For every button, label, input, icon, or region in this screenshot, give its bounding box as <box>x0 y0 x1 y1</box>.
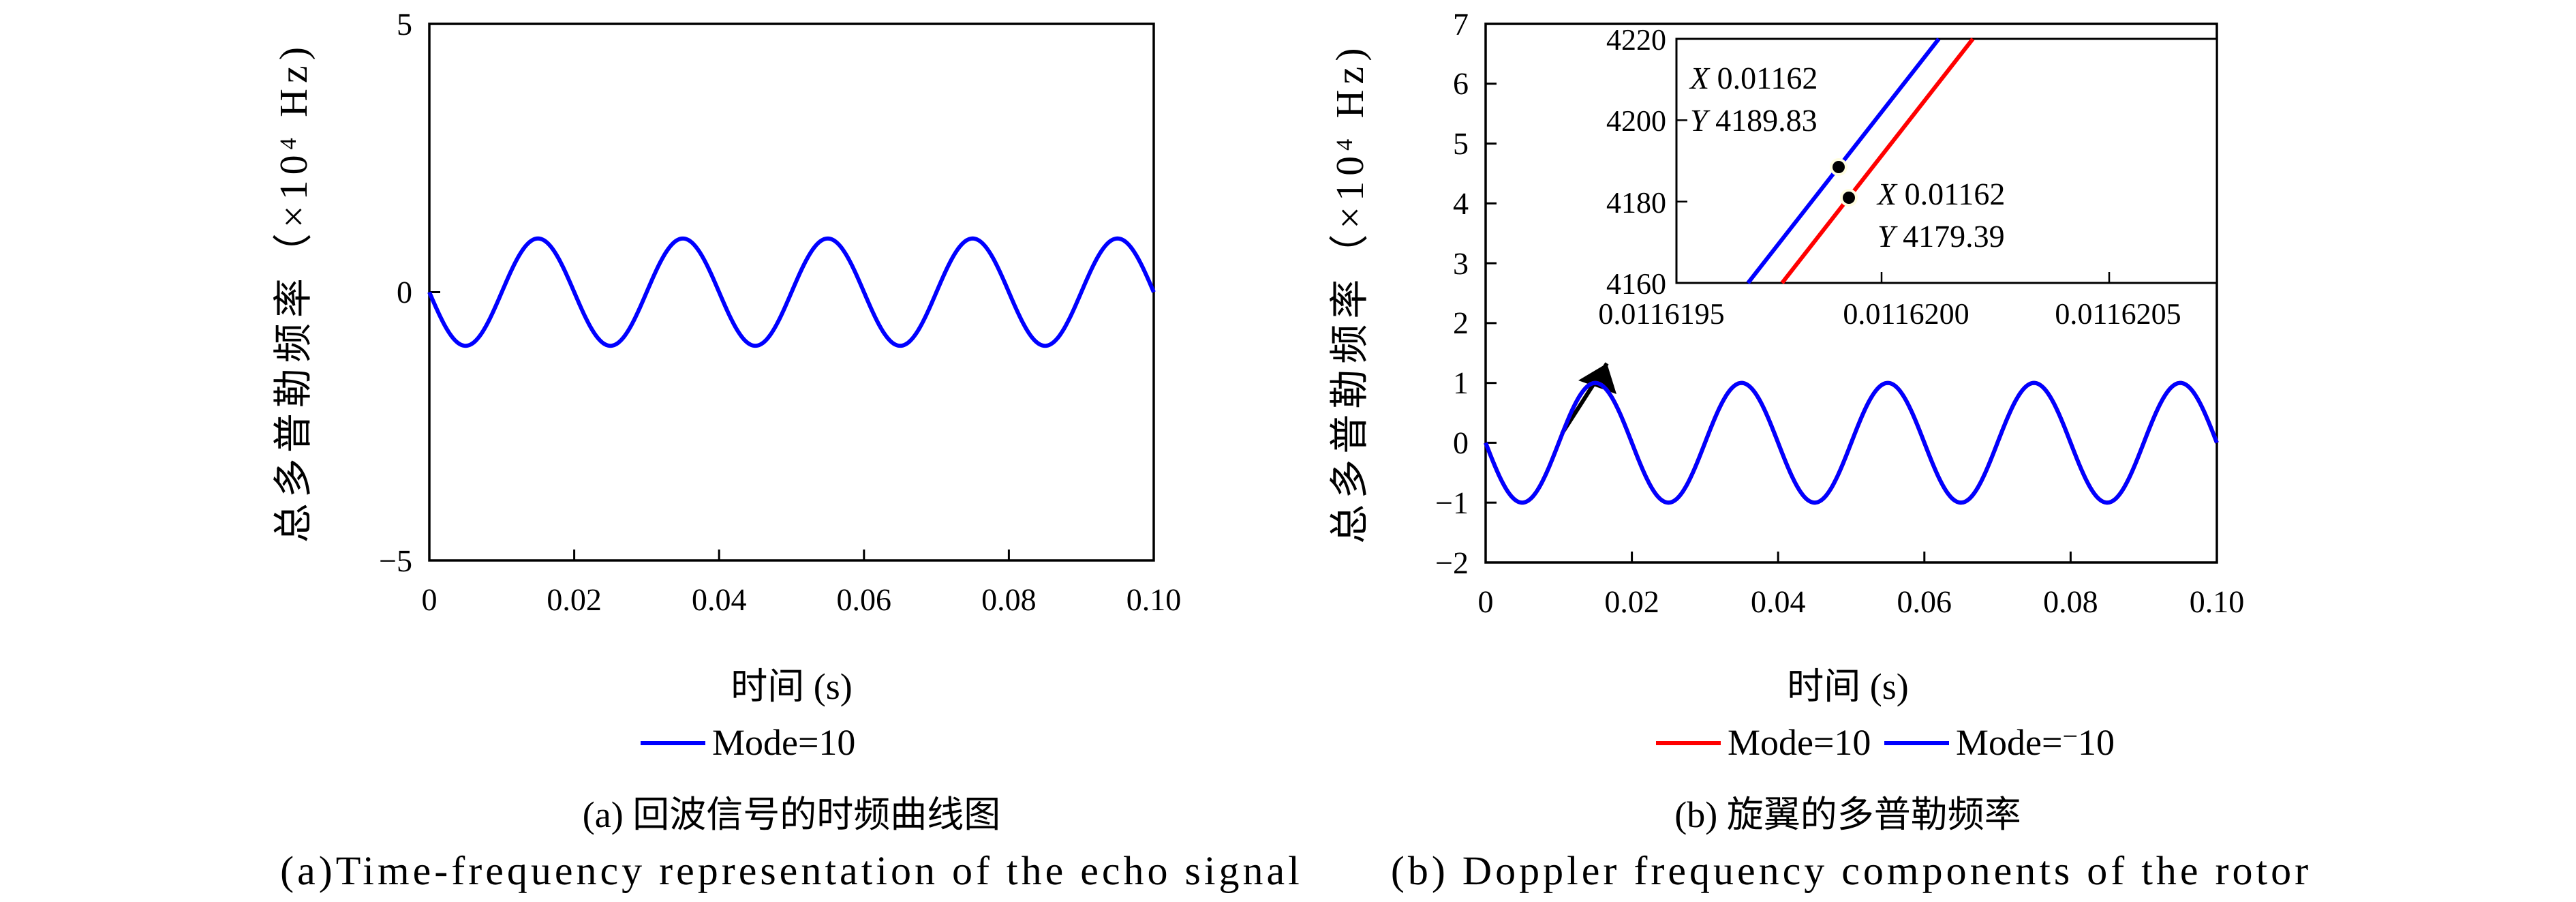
svg-text:(b) Doppler frequency componen: (b) Doppler frequency components of the … <box>1391 848 2312 893</box>
svg-text:6: 6 <box>1453 66 1469 101</box>
svg-text:时间 (s): 时间 (s) <box>731 666 852 707</box>
svg-text:0.06: 0.06 <box>1897 584 1952 619</box>
svg-text:X 0.01162: X 0.01162 <box>1876 177 2005 211</box>
svg-text:0.10: 0.10 <box>1126 582 1182 617</box>
svg-text:0: 0 <box>397 275 412 310</box>
svg-text:0: 0 <box>422 582 438 617</box>
svg-text:4160: 4160 <box>1606 267 1666 301</box>
svg-text:Mode=10: Mode=10 <box>1728 722 1871 763</box>
svg-text:Y 4189.83: Y 4189.83 <box>1690 103 1818 138</box>
svg-text:Mode=−10: Mode=−10 <box>1956 721 2115 763</box>
svg-text:0: 0 <box>1478 584 1494 619</box>
svg-text:−5: −5 <box>379 543 412 578</box>
svg-text:Y 4179.39: Y 4179.39 <box>1877 219 2005 254</box>
svg-text:0.08: 0.08 <box>2043 584 2098 619</box>
svg-text:0.0116205: 0.0116205 <box>2055 297 2181 331</box>
svg-text:时间 (s): 时间 (s) <box>1787 666 1908 707</box>
svg-text:总多普勒频率（×104 Hz): 总多普勒频率（×104 Hz) <box>271 42 316 543</box>
svg-text:0.04: 0.04 <box>1751 584 1806 619</box>
svg-text:0: 0 <box>1453 425 1469 460</box>
svg-text:−1: −1 <box>1435 485 1469 520</box>
svg-text:5: 5 <box>1453 126 1469 161</box>
svg-text:4: 4 <box>1453 186 1469 221</box>
svg-text:7: 7 <box>1453 7 1469 42</box>
svg-text:3: 3 <box>1453 246 1469 281</box>
svg-text:0.02: 0.02 <box>1604 584 1659 619</box>
svg-text:0.06: 0.06 <box>837 582 892 617</box>
svg-text:5: 5 <box>397 7 412 42</box>
svg-text:0.08: 0.08 <box>981 582 1037 617</box>
svg-text:总多普勒频率（×104 Hz): 总多普勒频率（×104 Hz) <box>1328 42 1372 543</box>
svg-text:2: 2 <box>1453 305 1469 340</box>
svg-text:4200: 4200 <box>1606 104 1666 138</box>
svg-text:0.10: 0.10 <box>2190 584 2245 619</box>
svg-text:(a)Time-frequency representati: (a)Time-frequency representation of the … <box>280 848 1303 893</box>
svg-text:(a) 回波信号的时频曲线图: (a) 回波信号的时频曲线图 <box>583 794 1000 835</box>
svg-text:−2: −2 <box>1435 545 1469 580</box>
svg-text:0.0116195: 0.0116195 <box>1598 297 1724 331</box>
svg-text:4220: 4220 <box>1606 23 1666 57</box>
svg-text:0.02: 0.02 <box>547 582 602 617</box>
svg-text:0.04: 0.04 <box>692 582 747 617</box>
svg-text:(b) 旋翼的多普勒频率: (b) 旋翼的多普勒频率 <box>1674 794 2021 835</box>
svg-text:Mode=10: Mode=10 <box>712 722 855 763</box>
svg-text:X 0.01162: X 0.01162 <box>1689 61 1818 95</box>
svg-text:0.0116200: 0.0116200 <box>1843 297 1969 331</box>
svg-text:1: 1 <box>1453 365 1469 400</box>
svg-text:4180: 4180 <box>1606 186 1666 220</box>
